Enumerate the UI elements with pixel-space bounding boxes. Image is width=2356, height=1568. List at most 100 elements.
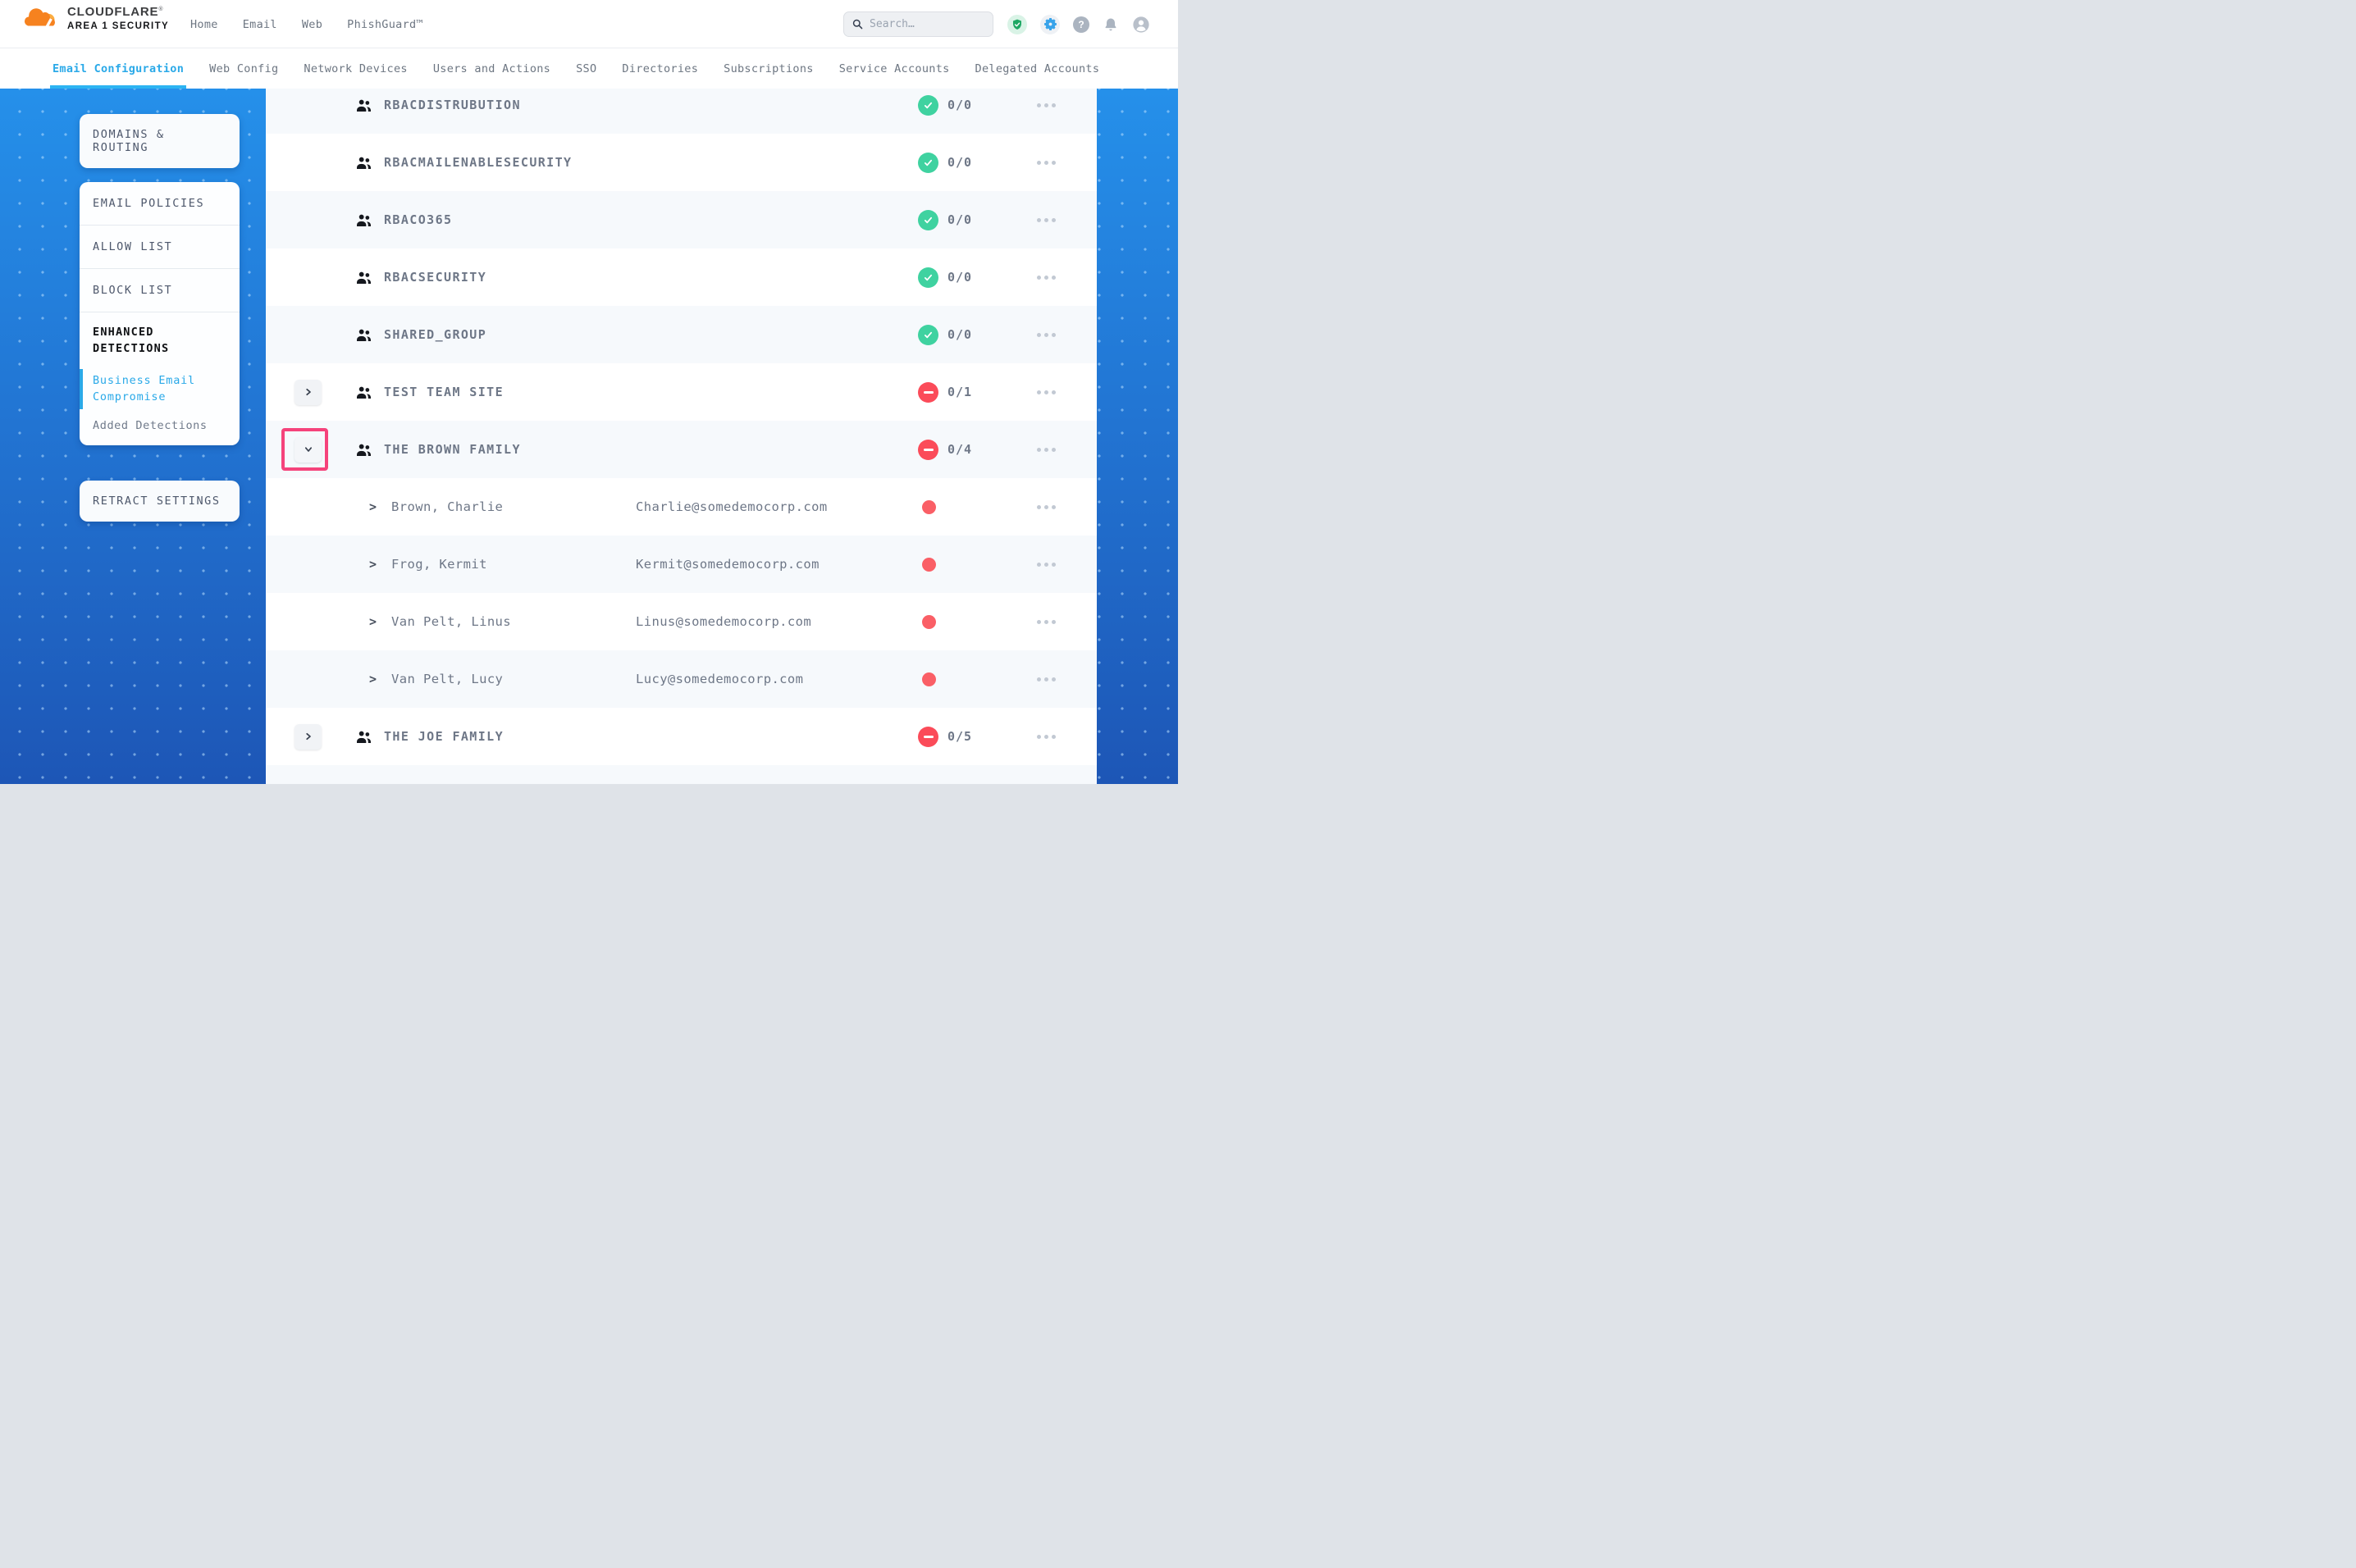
row-menu-button[interactable] [1037, 558, 1056, 572]
sidebar-item-business-email-compromise[interactable]: Business Email Compromise [80, 368, 240, 410]
expand-group-button[interactable] [294, 379, 322, 405]
status-badge: 0/1 [918, 381, 972, 403]
expand-button-the-brown-family[interactable] [294, 436, 322, 463]
table-row-user[interactable]: > Frog, Kermit Kermit@somedemocorp.com [266, 536, 1097, 593]
tab-email-configuration[interactable]: Email Configuration [49, 48, 187, 89]
badge-count: 0/0 [947, 327, 973, 342]
table-row-group[interactable]: RBACSECURITY 0/0 [266, 248, 1097, 306]
nav-item-email[interactable]: Email [242, 17, 277, 31]
badge-count: 0/4 [947, 442, 973, 457]
group-name[interactable]: RBACMAILENABLESECURITY [384, 155, 573, 170]
status-dot [922, 672, 936, 686]
sidebar-item-email-policies[interactable]: EMAIL POLICIES [80, 182, 240, 226]
search-input[interactable] [870, 18, 984, 30]
user-name[interactable]: Van Pelt, Linus [391, 614, 512, 629]
user-name[interactable]: Brown, Charlie [391, 499, 504, 514]
group-name[interactable]: RBACO365 [384, 212, 453, 227]
bell-icon[interactable] [1103, 16, 1119, 33]
nav-item-phishguard[interactable]: PhishGuard™ [347, 17, 423, 31]
tab-web-config[interactable]: Web Config [209, 62, 279, 75]
app-window: CLOUDFLARE® AREA 1 SECURITY Home Email W… [0, 0, 1178, 784]
chevron-right-icon [305, 732, 311, 741]
user-email: Charlie@somedemocorp.com [636, 499, 828, 514]
primary-nav: Home Email Web PhishGuard™ [190, 0, 423, 48]
check-icon [918, 267, 938, 288]
user-name[interactable]: Frog, Kermit [391, 557, 487, 572]
tab-directories[interactable]: Directories [622, 62, 699, 75]
group-name[interactable]: TEST TEAM SITE [384, 385, 505, 399]
row-menu-button[interactable] [1037, 615, 1056, 629]
sidebar-card-domains-routing: DOMAINS & ROUTING [80, 114, 240, 168]
shield-check-icon[interactable] [1007, 14, 1027, 34]
sidebar-item-added-detections[interactable]: Added Detections [93, 419, 208, 433]
row-menu-button[interactable] [1037, 672, 1056, 686]
chevron-right-icon[interactable]: > [369, 614, 377, 629]
sidebar-card-email-policies: EMAIL POLICIES ALLOW LIST BLOCK LIST ENH… [80, 182, 240, 446]
row-menu-button[interactable] [1037, 328, 1056, 342]
sidebar-item-enhanced-detections: ENHANCED DETECTIONS [93, 326, 170, 356]
cloudflare-brand[interactable]: CLOUDFLARE® AREA 1 SECURITY [25, 5, 169, 31]
table-row-group[interactable]: THE JOE FAMILY 0/5 [266, 708, 1097, 765]
row-menu-button[interactable] [1037, 385, 1056, 399]
row-menu-button[interactable] [1037, 271, 1056, 285]
expand-group-button[interactable] [294, 723, 322, 750]
row-menu-button[interactable] [1037, 500, 1056, 514]
tab-service-accounts[interactable]: Service Accounts [838, 62, 950, 75]
app-header: CLOUDFLARE® AREA 1 SECURITY Home Email W… [0, 0, 1178, 48]
tab-network-devices[interactable]: Network Devices [304, 62, 408, 75]
table-row-user[interactable]: > Van Pelt, Lucy Lucy@somedemocorp.com [266, 650, 1097, 708]
group-name[interactable]: SHARED_GROUP [384, 327, 487, 342]
check-icon [918, 152, 938, 173]
table-row-group[interactable]: SHARED_GROUP 0/0 [266, 306, 1097, 363]
table-row-group[interactable]: TEST TEAM SITE 0/1 [266, 363, 1097, 421]
table-row-group[interactable]: RBACMAILENABLESECURITY 0/0 [266, 134, 1097, 191]
chevron-right-icon[interactable]: > [369, 672, 377, 686]
nav-item-home[interactable]: Home [190, 17, 218, 31]
badge-count: 0/5 [947, 729, 973, 744]
sidebar-section-enhanced-detections: ENHANCED DETECTIONS Business Email Compr… [80, 312, 240, 445]
group-icon [356, 328, 372, 342]
user-avatar-icon[interactable] [1132, 16, 1150, 34]
status-badge: 0/4 [918, 439, 973, 460]
table-row-user[interactable]: > Van Pelt, Linus Linus@somedemocorp.com [266, 593, 1097, 650]
table-row-group[interactable]: RBACDISTRUBUTION 0/0 [266, 89, 1097, 134]
check-icon [918, 94, 938, 116]
status-badge: 0/5 [918, 726, 973, 747]
row-menu-button[interactable] [1037, 98, 1056, 112]
chevron-right-icon[interactable]: > [369, 499, 377, 514]
group-name[interactable]: THE BROWN FAMILY [384, 442, 521, 457]
sidebar-item-block-list[interactable]: BLOCK LIST [80, 269, 240, 312]
badge-count: 0/0 [947, 270, 973, 285]
table-row-group[interactable]: RBACO365 0/0 [266, 191, 1097, 248]
row-menu-button[interactable] [1037, 730, 1056, 744]
sidebar-item-retract-settings[interactable]: RETRACT SETTINGS [93, 495, 221, 508]
tab-sso[interactable]: SSO [576, 62, 597, 75]
group-icon [356, 730, 372, 744]
tab-delegated-accounts[interactable]: Delegated Accounts [975, 62, 1100, 75]
group-icon [356, 443, 372, 457]
group-name[interactable]: RBACSECURITY [384, 270, 487, 285]
group-name[interactable]: THE JOE FAMILY [384, 729, 505, 744]
row-menu-button[interactable] [1037, 213, 1056, 227]
sidebar-card-retract-settings: RETRACT SETTINGS [80, 481, 240, 522]
status-badge: 0/0 [918, 152, 972, 173]
chevron-down-icon [304, 447, 312, 452]
chevron-right-icon[interactable]: > [369, 557, 377, 572]
table-row-user[interactable]: > Brown, Charlie Charlie@somedemocorp.co… [266, 478, 1097, 536]
sidebar-item-domains-routing[interactable]: DOMAINS & ROUTING [93, 128, 165, 154]
table-row-group[interactable]: THE BROWN FAMILY 0/4 [266, 421, 1097, 478]
tab-users-and-actions[interactable]: Users and Actions [432, 62, 551, 75]
row-menu-button[interactable] [1037, 156, 1056, 170]
user-name[interactable]: Van Pelt, Lucy [391, 672, 504, 686]
check-icon [918, 209, 938, 230]
gear-icon[interactable] [1040, 14, 1060, 34]
tab-subscriptions[interactable]: Subscriptions [724, 62, 814, 75]
row-menu-button[interactable] [1037, 443, 1056, 457]
badge-count: 0/0 [947, 98, 973, 112]
help-icon[interactable]: ? [1073, 16, 1089, 33]
nav-item-web[interactable]: Web [301, 17, 323, 31]
group-name[interactable]: RBACDISTRUBUTION [384, 98, 521, 112]
sidebar-item-allow-list[interactable]: ALLOW LIST [80, 226, 240, 269]
search-box[interactable] [843, 11, 993, 37]
minus-icon [918, 726, 938, 747]
